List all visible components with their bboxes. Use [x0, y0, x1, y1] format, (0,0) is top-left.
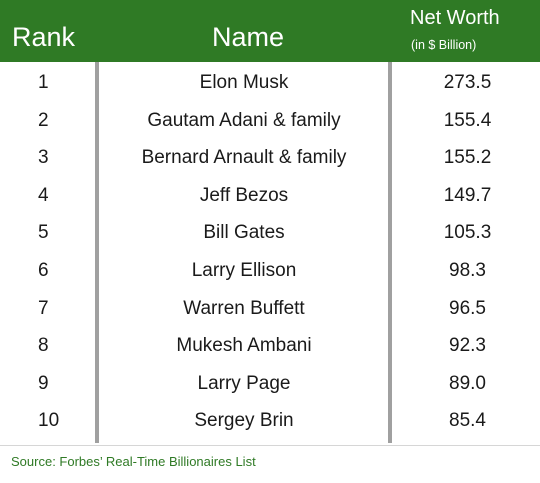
table-row: 8 Mukesh Ambani 92.3	[0, 327, 540, 365]
table-row: 2 Gautam Adani & family 155.4	[0, 102, 540, 140]
rank-cell: 6	[38, 260, 49, 281]
net-worth-cell: 149.7	[443, 184, 492, 206]
net-worth-cell: 85.4	[449, 410, 486, 432]
net-worth-cell: 98.3	[449, 260, 486, 281]
rank-cell: 8	[38, 335, 49, 357]
name-cell: Mukesh Ambani	[176, 335, 312, 357]
net-worth-cell: 155.2	[443, 147, 492, 169]
rank-cell: 3	[38, 147, 49, 169]
table-body: 1 Elon Musk 273.5 2 Gautam Adani & famil…	[0, 64, 540, 440]
rank-cell: 2	[38, 109, 49, 131]
table-row: 7 Warren Buffett 96.5	[0, 290, 540, 328]
table-row: 4 Jeff Bezos 149.7	[0, 177, 540, 215]
table-row: 3 Bernard Arnault & family 155.2	[0, 139, 540, 177]
name-cell: Gautam Adani & family	[147, 109, 341, 131]
net-worth-cell: 273.5	[443, 72, 492, 93]
net-worth-unit-label: (in $ Billion)	[411, 38, 477, 52]
net-worth-cell: 92.3	[449, 335, 486, 357]
net-worth-cell: 89.0	[449, 372, 486, 394]
rank-cell: 1	[38, 72, 49, 93]
rank-cell: 4	[38, 184, 49, 206]
name-cell: Bernard Arnault & family	[141, 147, 347, 169]
table-header: Rank Name Net Worth (in $ Billion)	[0, 0, 540, 62]
name-cell: Elon Musk	[199, 72, 289, 93]
name-cell: Larry Ellison	[191, 260, 297, 281]
table-row: 9 Larry Page 89.0	[0, 365, 540, 403]
name-cell: Larry Page	[197, 372, 291, 394]
table-row: 6 Larry Ellison 98.3	[0, 252, 540, 290]
table-row: 1 Elon Musk 273.5	[0, 64, 540, 102]
rank-cell: 7	[38, 297, 49, 319]
net-worth-cell: 96.5	[449, 297, 486, 319]
table-bottom-rule	[0, 445, 540, 446]
name-cell: Sergey Brin	[194, 410, 294, 432]
source-note: Source: Forbes’ Real-Time Billionaires L…	[11, 454, 256, 469]
name-cell: Warren Buffett	[183, 297, 305, 319]
table-row: 10 Sergey Brin 85.4	[0, 402, 540, 440]
net-worth-cell: 155.4	[443, 109, 492, 131]
column-divider-name-worth	[388, 62, 392, 443]
net-worth-cell: 105.3	[443, 222, 492, 244]
net-worth-column-header: Net Worth	[410, 7, 500, 29]
rank-cell: 10	[38, 410, 60, 432]
name-column-header: Name	[212, 22, 285, 52]
rank-cell: 5	[38, 222, 49, 244]
column-divider-rank-name	[95, 62, 99, 443]
table-row: 5 Bill Gates 105.3	[0, 214, 540, 252]
rank-cell: 9	[38, 372, 49, 394]
name-cell: Jeff Bezos	[199, 184, 289, 206]
rank-column-header: Rank	[12, 22, 76, 52]
name-cell: Bill Gates	[203, 222, 285, 244]
